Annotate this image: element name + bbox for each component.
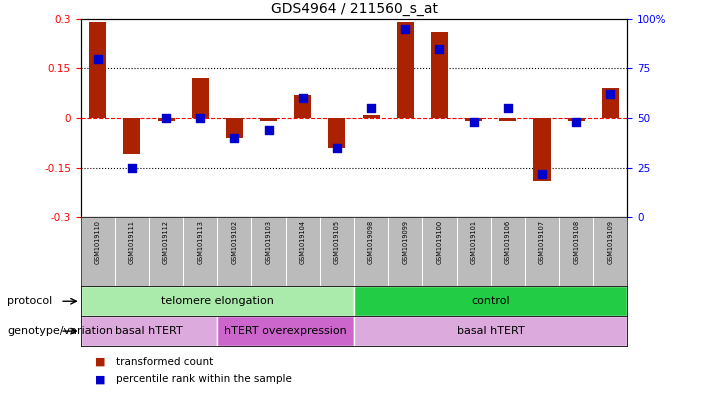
Text: GSM1019104: GSM1019104: [300, 220, 306, 264]
Bar: [294, 95, 311, 118]
Point: [502, 105, 513, 111]
Point: [468, 119, 479, 125]
Bar: [362, 115, 380, 118]
Point: [365, 105, 376, 111]
Bar: [89, 22, 107, 118]
Text: GSM1019113: GSM1019113: [197, 220, 203, 264]
Bar: [533, 118, 550, 181]
Text: GSM1019112: GSM1019112: [163, 220, 169, 264]
Text: GSM1019100: GSM1019100: [437, 220, 442, 264]
Text: GSM1019102: GSM1019102: [231, 220, 238, 264]
Text: GSM1019106: GSM1019106: [505, 220, 511, 264]
Text: basal hTERT: basal hTERT: [457, 326, 524, 336]
Bar: [123, 118, 140, 154]
Text: protocol: protocol: [7, 296, 53, 306]
Bar: [431, 32, 448, 118]
Point: [400, 26, 411, 32]
Bar: [354, 286, 627, 316]
Bar: [260, 118, 277, 121]
Bar: [81, 316, 217, 346]
Text: GSM1019105: GSM1019105: [334, 220, 340, 264]
Point: [161, 115, 172, 121]
Text: GSM1019098: GSM1019098: [368, 220, 374, 264]
Text: GSM1019108: GSM1019108: [573, 220, 579, 264]
Text: percentile rank within the sample: percentile rank within the sample: [116, 374, 292, 384]
Text: transformed count: transformed count: [116, 356, 213, 367]
Text: basal hTERT: basal hTERT: [115, 326, 183, 336]
Text: control: control: [471, 296, 510, 306]
Point: [92, 55, 103, 62]
Point: [229, 135, 240, 141]
Title: GDS4964 / 211560_s_at: GDS4964 / 211560_s_at: [271, 2, 437, 17]
Bar: [601, 88, 619, 118]
Point: [297, 95, 308, 101]
Bar: [354, 316, 627, 346]
Point: [434, 46, 445, 52]
Text: GSM1019101: GSM1019101: [470, 220, 477, 264]
Text: GSM1019099: GSM1019099: [402, 220, 408, 264]
Point: [195, 115, 206, 121]
Point: [126, 165, 137, 171]
Bar: [328, 118, 346, 148]
Bar: [226, 118, 243, 138]
Text: GSM1019103: GSM1019103: [266, 220, 271, 264]
Text: GSM1019110: GSM1019110: [95, 220, 101, 264]
Text: ■: ■: [95, 356, 105, 367]
Point: [605, 91, 616, 97]
Point: [263, 127, 274, 133]
Text: genotype/variation: genotype/variation: [7, 326, 113, 336]
Text: GSM1019107: GSM1019107: [539, 220, 545, 264]
Text: telomere elongation: telomere elongation: [161, 296, 274, 306]
Text: GSM1019109: GSM1019109: [607, 220, 613, 264]
Point: [536, 171, 547, 177]
Text: ■: ■: [95, 374, 105, 384]
Bar: [217, 316, 354, 346]
Bar: [158, 118, 175, 121]
Bar: [81, 286, 354, 316]
Bar: [568, 118, 585, 121]
Text: hTERT overexpression: hTERT overexpression: [224, 326, 347, 336]
Point: [571, 119, 582, 125]
Bar: [465, 118, 482, 121]
Bar: [499, 118, 517, 121]
Point: [332, 145, 343, 151]
Text: GSM1019111: GSM1019111: [129, 220, 135, 264]
Bar: [397, 22, 414, 118]
Bar: [191, 79, 209, 118]
